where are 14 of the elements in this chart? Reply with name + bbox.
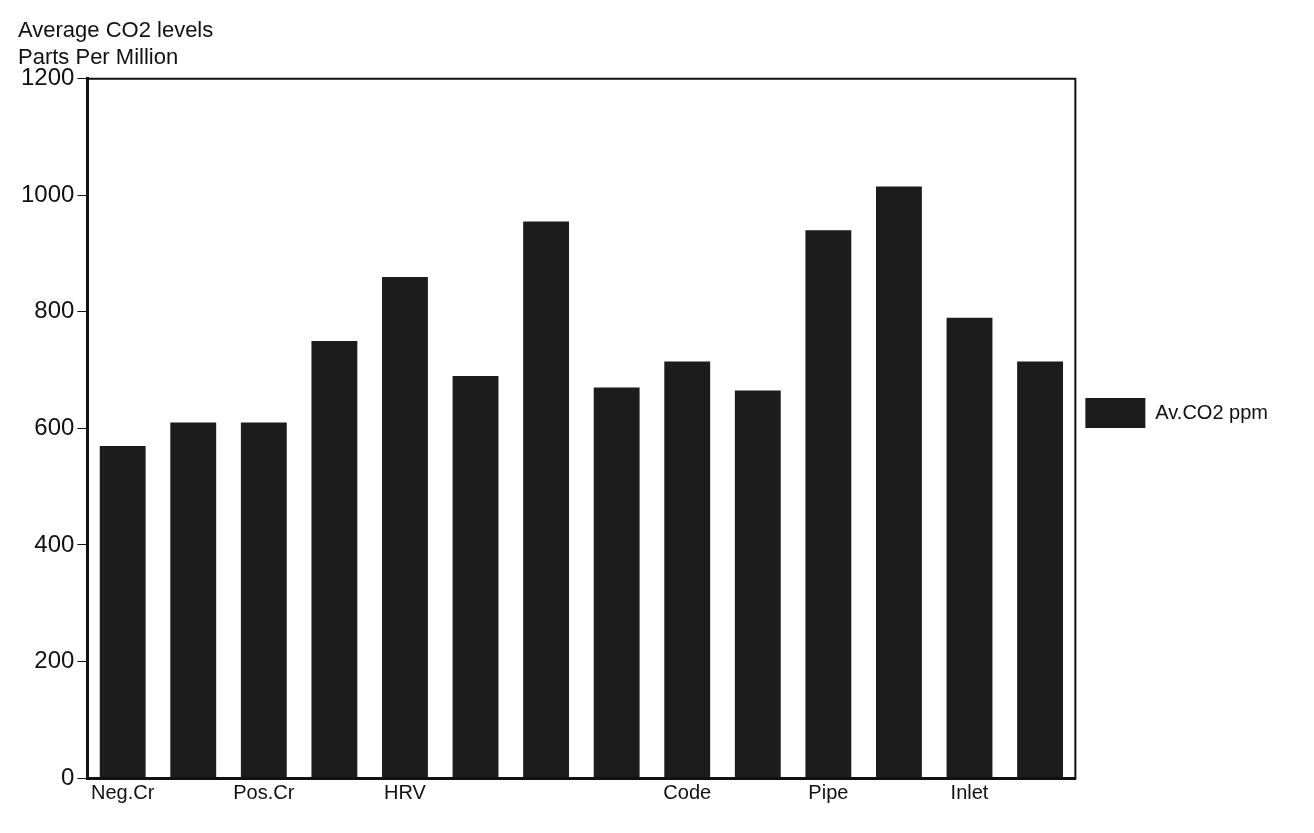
x-tick-label: Inlet xyxy=(950,780,989,803)
legend-label: Av.CO2 ppm xyxy=(1155,400,1268,423)
y-tick-label: 200 xyxy=(34,646,75,674)
x-tick-label: Pos.Cr xyxy=(233,780,295,803)
x-tick-label: HRV xyxy=(384,780,427,803)
x-tick-label: Pipe xyxy=(808,780,849,803)
x-tick-label: Code xyxy=(663,780,712,803)
y-tick-label: 400 xyxy=(34,529,75,557)
chart-title: Average CO2 levels xyxy=(18,17,214,43)
y-tick-label: 600 xyxy=(34,413,75,441)
y-tick-label: 800 xyxy=(34,296,75,324)
x-tick-label: Neg.Cr xyxy=(91,780,155,803)
y-tick-label: 0 xyxy=(61,762,75,790)
y-tick-label: 1000 xyxy=(21,179,75,207)
